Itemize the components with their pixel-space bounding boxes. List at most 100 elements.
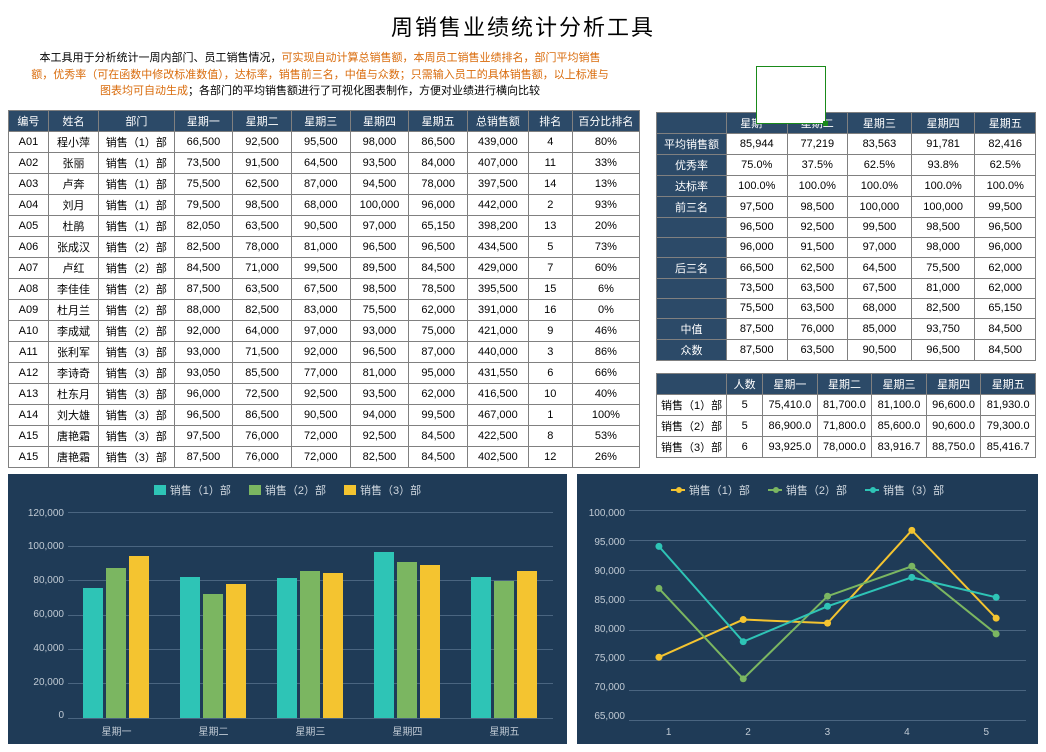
cell[interactable]: 销售（2）部 [99,278,174,299]
cell[interactable]: A12 [9,362,49,383]
cell[interactable]: 2 [528,194,572,215]
cell[interactable]: 80% [572,131,639,152]
cell[interactable]: 杜鹃 [48,215,98,236]
cell[interactable]: 98,500 [911,217,975,237]
cell[interactable]: 85,416.7 [981,436,1036,457]
cell[interactable]: 78,500 [409,278,468,299]
dept-summary-table[interactable]: 人数星期一星期二星期三星期四星期五 销售（1）部575,410.081,700.… [656,373,1036,458]
cell[interactable]: 87,000 [409,341,468,362]
cell[interactable]: 平均销售额 [657,133,727,154]
cell[interactable]: 75,500 [350,299,409,320]
cell[interactable]: 62.5% [975,154,1036,175]
cell[interactable]: 434,500 [468,236,529,257]
table-row[interactable]: 96,50092,50099,50098,50096,500 [657,217,1036,237]
column-header[interactable]: 总销售额 [468,110,529,131]
cell[interactable]: 416,500 [468,383,529,404]
cell[interactable]: 100.0% [975,175,1036,196]
cell[interactable]: 86,500 [233,404,292,425]
cell[interactable]: 92,500 [291,383,350,404]
cell[interactable]: 84,500 [409,257,468,278]
cell[interactable]: 76,000 [787,318,848,339]
cell[interactable]: 销售（3）部 [99,404,174,425]
cell[interactable]: 64,500 [848,257,912,278]
cell[interactable]: 98,000 [350,131,409,152]
table-row[interactable]: 中值87,50076,00085,00093,75084,500 [657,318,1036,339]
column-header[interactable]: 星期一 [174,110,233,131]
cell[interactable]: 84,500 [975,318,1036,339]
cell[interactable]: 81,930.0 [981,394,1036,415]
cell[interactable]: 8 [528,425,572,446]
cell[interactable]: 67,500 [291,278,350,299]
cell[interactable]: 销售（1）部 [99,152,174,173]
column-header[interactable]: 星期三 [291,110,350,131]
cell[interactable]: 82,050 [174,215,233,236]
selection-box[interactable] [756,66,826,124]
cell[interactable]: 90,600.0 [926,415,981,436]
cell[interactable]: A15 [9,425,49,446]
cell[interactable]: 63,500 [233,215,292,236]
cell[interactable]: 82,416 [975,133,1036,154]
table-row[interactable]: A10李成斌销售（2）部92,00064,00097,00093,00075,0… [9,320,640,341]
cell[interactable]: 83,000 [291,299,350,320]
cell[interactable]: 5 [727,415,763,436]
cell[interactable]: 62,000 [975,278,1036,298]
cell[interactable]: A13 [9,383,49,404]
cell[interactable]: 75,410.0 [763,394,818,415]
cell[interactable]: 81,100.0 [872,394,927,415]
cell[interactable]: 72,500 [233,383,292,404]
cell[interactable]: 73,500 [174,152,233,173]
cell[interactable]: 96,500 [409,236,468,257]
cell[interactable]: 销售（2）部 [657,415,727,436]
cell[interactable]: 张成汉 [48,236,98,257]
stats-table[interactable]: 星期一星期二星期三星期四星期五 平均销售额85,94477,21983,5639… [656,112,1036,361]
cell[interactable]: 销售（3）部 [99,362,174,383]
cell[interactable]: 442,000 [468,194,529,215]
cell[interactable]: 杜月兰 [48,299,98,320]
cell[interactable]: A04 [9,194,49,215]
cell[interactable]: 76,000 [233,425,292,446]
cell[interactable]: 91,781 [911,133,975,154]
cell[interactable]: 397,500 [468,173,529,194]
cell[interactable]: 90,500 [291,404,350,425]
cell[interactable]: 62,000 [409,299,468,320]
cell[interactable]: 15 [528,278,572,299]
cell[interactable]: 销售（3）部 [657,436,727,457]
cell[interactable]: 82,500 [911,298,975,318]
cell[interactable]: 81,000 [911,278,975,298]
cell[interactable]: 95,000 [409,362,468,383]
cell[interactable]: 0% [572,299,639,320]
table-row[interactable]: A02张丽销售（1）部73,50091,50064,50093,50084,00… [9,152,640,173]
table-row[interactable]: A09杜月兰销售（2）部88,00082,50083,00075,50062,0… [9,299,640,320]
table-row[interactable]: A01程小萍销售（1）部66,50092,50095,50098,00086,5… [9,131,640,152]
cell[interactable]: 中值 [657,318,727,339]
cell[interactable]: 97,000 [848,237,912,257]
cell[interactable]: 96,000 [975,237,1036,257]
cell[interactable]: 100% [572,404,639,425]
cell[interactable]: 398,200 [468,215,529,236]
cell[interactable]: 53% [572,425,639,446]
cell[interactable]: 85,000 [848,318,912,339]
cell[interactable]: 97,500 [174,425,233,446]
cell[interactable]: 407,000 [468,152,529,173]
cell[interactable]: 11 [528,152,572,173]
table-row[interactable]: 优秀率75.0%37.5%62.5%93.8%62.5% [657,154,1036,175]
column-header[interactable]: 星期二 [817,373,872,394]
table-row[interactable]: 销售（3）部693,925.078,000.083,916.788,750.08… [657,436,1036,457]
cell[interactable]: 卢红 [48,257,98,278]
cell[interactable]: 73% [572,236,639,257]
column-header[interactable]: 星期一 [763,373,818,394]
table-row[interactable]: 众数87,50063,50090,50096,50084,500 [657,339,1036,360]
cell[interactable]: 93,500 [350,152,409,173]
cell[interactable]: 达标率 [657,175,727,196]
cell[interactable]: 62,500 [787,257,848,278]
cell[interactable]: 96,500 [174,404,233,425]
table-row[interactable]: A14刘大雄销售（3）部96,50086,50090,50094,00099,5… [9,404,640,425]
cell[interactable]: 96,000 [174,383,233,404]
cell[interactable]: 张利军 [48,341,98,362]
cell[interactable]: 62,000 [975,257,1036,278]
cell[interactable]: 10 [528,383,572,404]
cell[interactable]: A06 [9,236,49,257]
cell[interactable] [657,237,727,257]
cell[interactable]: 63,500 [787,298,848,318]
cell[interactable]: 99,500 [291,257,350,278]
